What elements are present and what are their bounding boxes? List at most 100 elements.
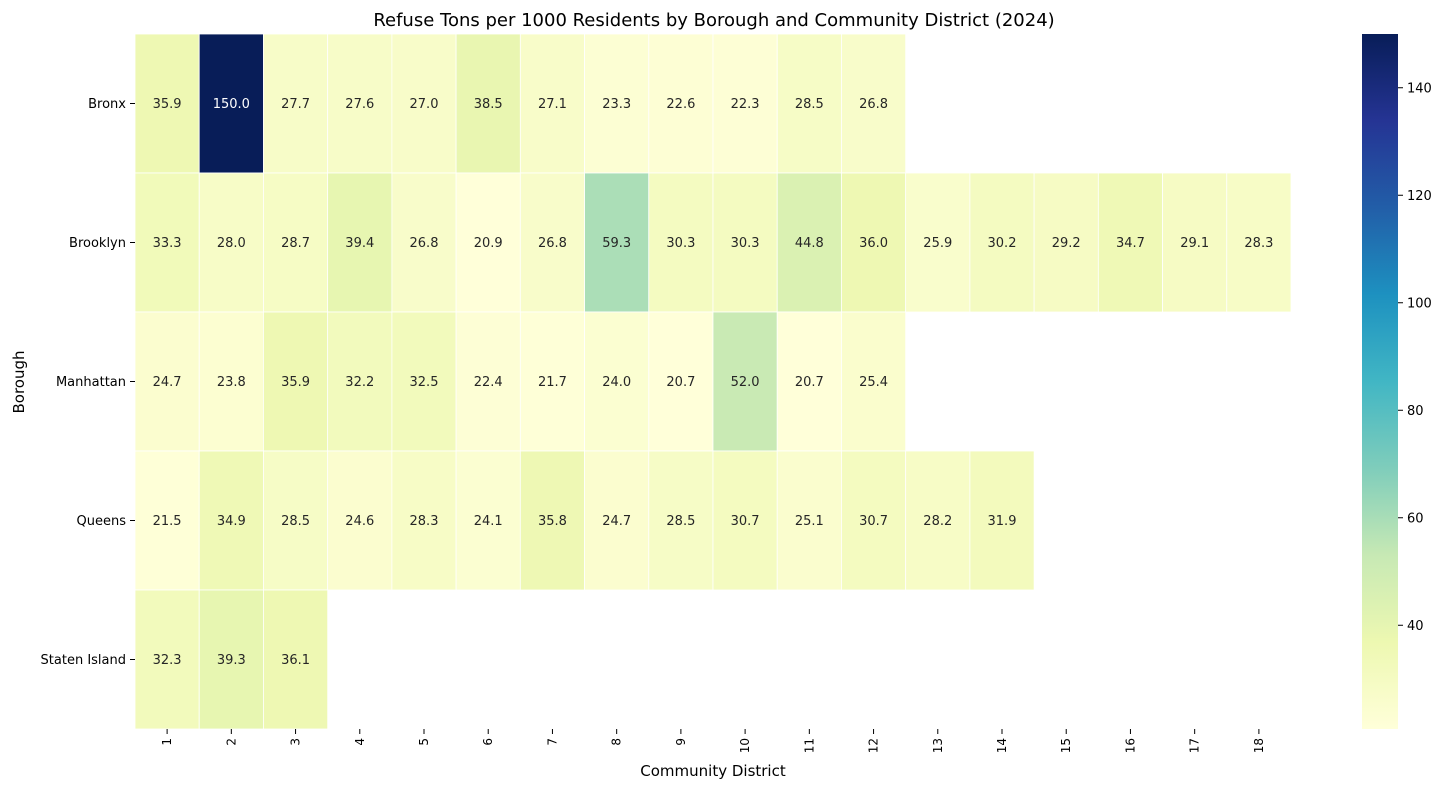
cell-value-label: 30.2 <box>988 236 1017 251</box>
x-tick-label: 3 <box>289 738 303 746</box>
colorbar: 40 60 80 100 120 140 <box>1362 34 1432 729</box>
heatmap-cell <box>455 450 521 591</box>
cell-value-label: 25.4 <box>859 375 888 390</box>
x-tick-label: 4 <box>353 738 367 746</box>
cell-value-label: 20.9 <box>474 236 503 251</box>
heatmap-cell <box>712 33 778 174</box>
heatmap-cell <box>841 33 907 174</box>
heatmap-cell <box>391 172 457 313</box>
heatmap-cell <box>969 450 1035 591</box>
heatmap-cell <box>648 450 714 591</box>
cell-labels-layer: 35.9 150.0 27.7 27.6 27.0 38.5 27.1 23.3 22.6 22.… <box>153 97 1274 668</box>
x-tick-label: 12 <box>867 738 881 753</box>
chart-title: Refuse Tons per 1000 Residents by Boroug… <box>373 10 1054 31</box>
cell-value-label: 30.3 <box>666 236 695 251</box>
cell-value-label: 31.9 <box>988 514 1017 529</box>
cell-value-label: 29.1 <box>1180 236 1209 251</box>
cell-value-label: 150.0 <box>213 97 250 112</box>
heatmap-cell <box>327 450 393 591</box>
heatmap-cell <box>1097 172 1163 313</box>
cell-value-label: 24.1 <box>474 514 503 529</box>
cell-value-label: 39.3 <box>217 653 246 668</box>
heatmap-cell <box>712 311 778 452</box>
colorbar-gradient <box>1362 34 1398 729</box>
y-tick-label: Staten Island <box>41 653 126 668</box>
colorbar-tick-label: 140 <box>1407 81 1432 96</box>
x-tick-label: 13 <box>931 738 945 753</box>
heatmap-cell <box>519 450 585 591</box>
x-tick-label: 1 <box>160 738 174 746</box>
x-tick-label: 17 <box>1188 738 1202 753</box>
cell-value-label: 27.1 <box>538 97 567 112</box>
cell-value-label: 27.7 <box>281 97 310 112</box>
cell-value-label: 36.1 <box>281 653 310 668</box>
x-tick-label: 5 <box>417 738 431 746</box>
heatmap-cell <box>648 172 714 313</box>
heatmap-cell <box>263 172 329 313</box>
colorbar-tick-label: 60 <box>1407 511 1424 526</box>
heatmap-cell <box>584 450 650 591</box>
heatmap-cell <box>905 172 971 313</box>
heatmap-cell <box>455 33 521 174</box>
cell-value-label: 24.6 <box>345 514 374 529</box>
x-tick-label: 8 <box>610 738 624 746</box>
cell-value-label: 27.0 <box>410 97 439 112</box>
cell-value-label: 22.6 <box>666 97 695 112</box>
heatmap-cell <box>198 172 264 313</box>
cell-value-label: 23.8 <box>217 375 246 390</box>
heatmap-cell <box>134 311 200 452</box>
x-axis: 1 2 3 4 5 6 7 8 9 10 11 12 13 14 15 16 17 18 <box>160 729 1266 753</box>
heatmap-cell <box>841 311 907 452</box>
y-tick-label: Bronx <box>88 97 126 112</box>
cell-value-label: 23.3 <box>602 97 631 112</box>
heatmap-cell <box>263 589 329 730</box>
y-tick-label: Brooklyn <box>69 236 126 251</box>
x-tick-label: 7 <box>545 738 559 746</box>
cell-value-label: 30.7 <box>859 514 888 529</box>
heatmap-cell <box>198 33 264 174</box>
heatmap-cell <box>776 172 842 313</box>
cell-value-label: 22.4 <box>474 375 503 390</box>
cell-value-label: 20.7 <box>666 375 695 390</box>
heatmap-cell <box>712 172 778 313</box>
x-tick-label: 18 <box>1252 738 1266 753</box>
cell-value-label: 28.7 <box>281 236 310 251</box>
heatmap-cell <box>134 172 200 313</box>
cell-value-label: 59.3 <box>602 236 631 251</box>
cell-value-label: 20.7 <box>795 375 824 390</box>
y-axis-label: Borough <box>10 350 28 413</box>
cell-value-label: 36.0 <box>859 236 888 251</box>
cell-value-label: 26.8 <box>859 97 888 112</box>
heatmap-cell <box>263 450 329 591</box>
colorbar-tick-label: 120 <box>1407 189 1432 204</box>
heatmap-cell <box>455 172 521 313</box>
cell-value-label: 28.2 <box>923 514 952 529</box>
colorbar-tick-label: 80 <box>1407 404 1424 419</box>
cell-value-label: 25.9 <box>923 236 952 251</box>
cell-value-label: 30.3 <box>731 236 760 251</box>
cell-value-label: 24.0 <box>602 375 631 390</box>
cell-value-label: 34.7 <box>1116 236 1145 251</box>
cell-value-label: 28.3 <box>410 514 439 529</box>
cell-value-label: 35.9 <box>281 375 310 390</box>
heatmap-cell <box>134 450 200 591</box>
heatmap-cell <box>519 311 585 452</box>
cell-value-label: 21.7 <box>538 375 567 390</box>
cell-value-label: 34.9 <box>217 514 246 529</box>
heatmap-cell <box>327 172 393 313</box>
heatmap-cell <box>776 450 842 591</box>
cell-value-label: 32.2 <box>345 375 374 390</box>
cell-value-label: 28.5 <box>666 514 695 529</box>
cell-value-label: 28.3 <box>1244 236 1273 251</box>
cell-value-label: 24.7 <box>153 375 182 390</box>
heatmap-cell <box>391 311 457 452</box>
cell-value-label: 24.7 <box>602 514 631 529</box>
x-tick-label: 14 <box>995 738 1009 753</box>
heatmap-cell <box>584 311 650 452</box>
cell-value-label: 29.2 <box>1052 236 1081 251</box>
cell-value-label: 25.1 <box>795 514 824 529</box>
cell-value-label: 30.7 <box>731 514 760 529</box>
cell-value-label: 35.8 <box>538 514 567 529</box>
